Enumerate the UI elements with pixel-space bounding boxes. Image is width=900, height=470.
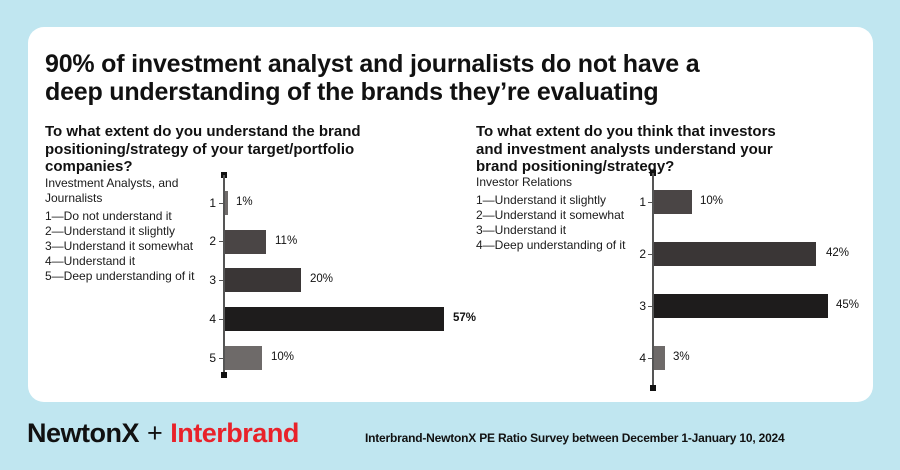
- bar: [225, 346, 262, 370]
- tick: [219, 358, 224, 359]
- right-legend: Investor Relations 1—Understand it sligh…: [476, 175, 646, 253]
- category-label: 4: [639, 351, 646, 365]
- left-group-label: Investment Analysts, and Journalists: [45, 176, 179, 205]
- bar: [225, 230, 266, 254]
- value-label: 42%: [826, 247, 850, 259]
- tick: [219, 319, 224, 320]
- bar: [654, 242, 816, 266]
- bar: [654, 346, 665, 370]
- interbrand-logo: Interbrand: [170, 418, 299, 448]
- category-label: 4: [209, 312, 216, 326]
- legend-item: 5—Deep understanding of it: [45, 269, 195, 283]
- value-label: 11%: [275, 235, 298, 247]
- legend-item: 4—Deep understanding of it: [476, 238, 626, 252]
- axis-cap: [221, 372, 227, 378]
- y-axis: [223, 175, 225, 375]
- tick: [648, 254, 653, 255]
- value-label: 10%: [700, 195, 724, 207]
- category-label: 3: [209, 273, 216, 287]
- category-label: 3: [639, 299, 646, 313]
- bar: [225, 307, 444, 331]
- tick: [648, 358, 653, 359]
- legend-item: 2—Understand it slightly: [45, 224, 176, 238]
- y-axis: [652, 173, 654, 389]
- value-label: 10%: [271, 351, 295, 363]
- value-label: 57%: [453, 312, 477, 324]
- bar: [654, 294, 828, 318]
- category-label: 1: [209, 196, 216, 210]
- bar: [225, 191, 228, 215]
- plus-sign: +: [147, 418, 163, 448]
- left-question: To what extent do you understand the bra…: [45, 123, 361, 175]
- category-label: 1: [639, 195, 646, 209]
- legend-item: 2—Understand it somewhat: [476, 208, 625, 222]
- tick: [648, 306, 653, 307]
- tick: [219, 203, 224, 204]
- value-label: 3%: [673, 351, 690, 363]
- right-question: To what extent do you think that investo…: [476, 123, 776, 175]
- tick: [219, 241, 224, 242]
- footer-logos: NewtonX + Interbrand: [27, 418, 299, 449]
- legend-item: 1—Understand it slightly: [476, 193, 607, 207]
- bar: [225, 268, 301, 292]
- newtonx-logo: NewtonX: [27, 418, 140, 448]
- bar: [654, 190, 692, 214]
- category-label: 2: [639, 247, 646, 261]
- legend-item: 1—Do not understand it: [45, 209, 172, 223]
- tick: [219, 280, 224, 281]
- tick: [648, 202, 653, 203]
- right-group-label: Investor Relations: [476, 175, 573, 189]
- legend-item: 3—Understand it somewhat: [45, 239, 194, 253]
- value-label: 45%: [836, 299, 860, 311]
- left-legend: Investment Analysts, and Journalists 1—D…: [45, 176, 205, 284]
- axis-cap: [650, 385, 656, 391]
- category-label: 5: [209, 351, 216, 365]
- value-label: 20%: [310, 273, 334, 285]
- legend-item: 4—Understand it: [45, 254, 136, 268]
- category-label: 2: [209, 234, 216, 248]
- source-note: Interbrand-NewtonX PE Ratio Survey betwe…: [365, 431, 785, 445]
- legend-item: 3—Understand it: [476, 223, 567, 237]
- value-label: 1%: [236, 196, 253, 208]
- headline: 90% of investment analyst and journalist…: [45, 50, 700, 106]
- content-card: [28, 27, 873, 402]
